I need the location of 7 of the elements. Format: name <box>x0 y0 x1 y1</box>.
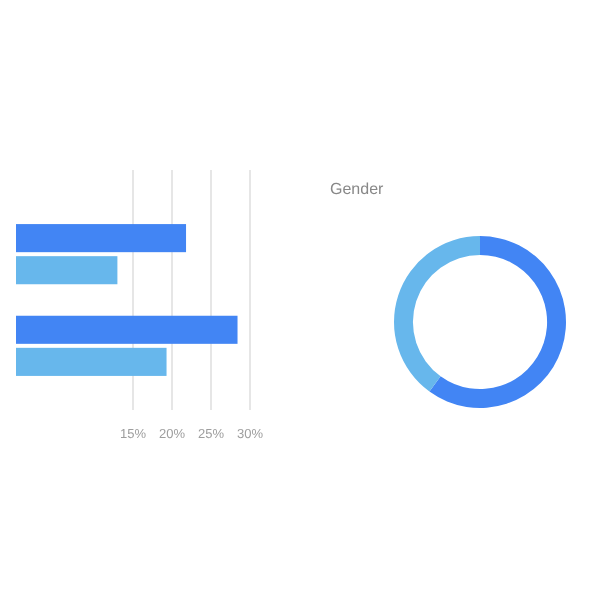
donut-slice <box>429 236 566 408</box>
bar <box>16 315 238 344</box>
bar <box>16 224 187 253</box>
bar <box>16 256 118 285</box>
chart-title: Gender <box>330 180 385 198</box>
donut-slice <box>394 236 480 392</box>
bar <box>16 347 167 376</box>
